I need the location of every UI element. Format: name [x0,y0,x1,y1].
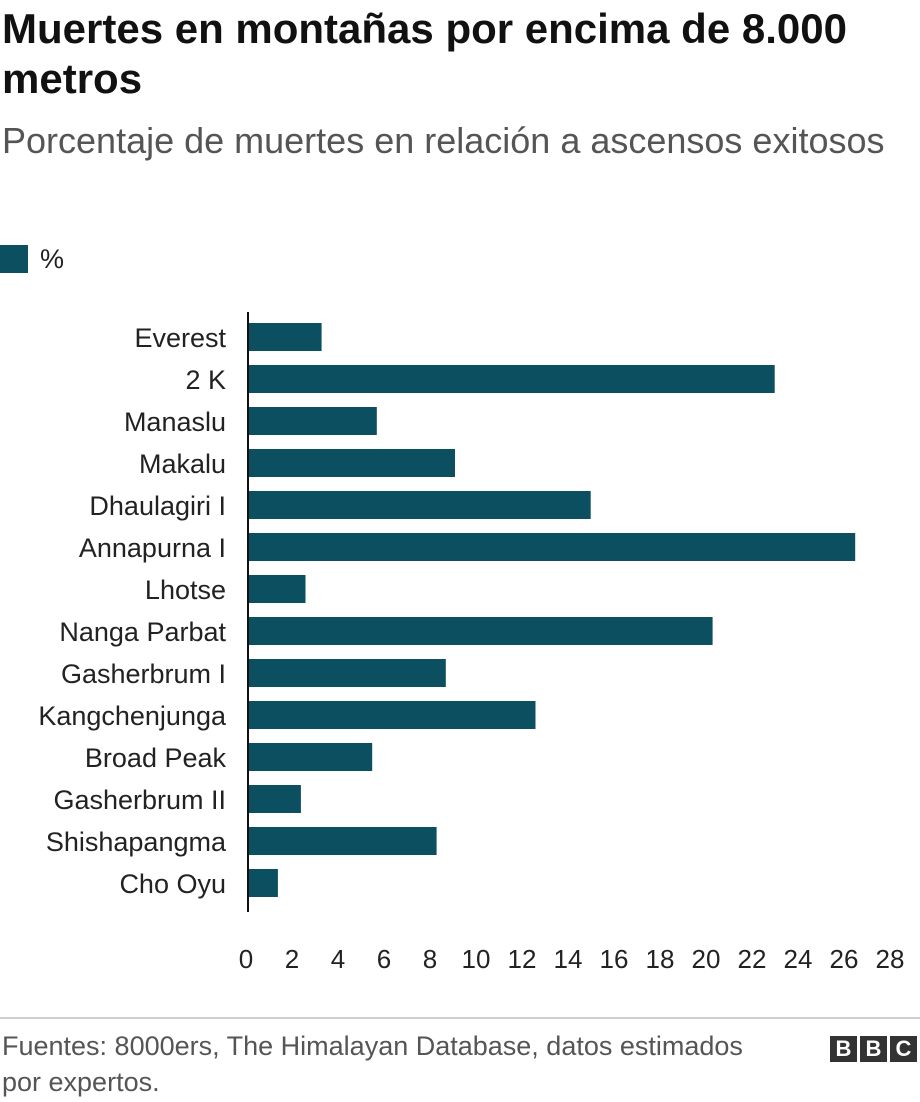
chart-subtitle: Porcentaje de muertes en relación a asce… [2,120,885,161]
x-tick-label: 8 [423,944,437,974]
bar-chart: Everest 2 K Manaslu Makalu Dhaulagiri I Annap… [38,312,905,974]
x-tick-label: 26 [830,944,859,974]
source-note: Fuentes: 8000ers, The Himalayan Database… [2,1031,743,1097]
bar-cho-oyu [248,869,278,897]
x-axis-ticks: 0 2 4 6 8 10 12 14 16 18 20 22 24 26 28 [239,944,905,974]
category-label: Makalu [139,449,226,479]
category-label: Cho Oyu [119,869,226,899]
bar-broad-peak [248,743,373,771]
bar-makalu [248,449,455,477]
bbc-logo-letter: B [860,1036,887,1062]
bar-dhaulagiri-i [248,491,591,519]
category-label: 2 K [185,365,226,395]
bbc-logo: B B C [830,1036,917,1062]
category-label: Dhaulagiri I [89,491,226,521]
category-label: Lhotse [145,575,226,605]
x-tick-label: 4 [331,944,345,974]
bar-gasherbrum-ii [248,785,301,813]
category-label: Everest [134,323,226,353]
bar-shishapangma [248,827,437,855]
x-tick-label: 20 [692,944,721,974]
category-label: Broad Peak [85,743,227,773]
bar-2-k [248,365,775,393]
bar-annapurna-i [248,533,856,561]
x-tick-label: 12 [508,944,537,974]
category-label: Gasherbrum I [61,659,226,689]
category-label: Annapurna I [79,533,226,563]
category-labels: Everest 2 K Manaslu Makalu Dhaulagiri I Annap… [38,323,227,899]
bar-everest [248,323,322,351]
bbc-logo-letter: C [890,1036,917,1062]
chart-title: Muertes en montañas por encima de 8.000 … [2,5,847,102]
x-tick-label: 0 [239,944,253,974]
bar-kangchenjunga [248,701,536,729]
x-tick-label: 24 [784,944,813,974]
bbc-logo-letter: B [830,1036,857,1062]
category-label: Gasherbrum II [53,785,226,815]
footer-divider [0,1017,920,1019]
legend-label: % [40,243,65,274]
category-label: Nanga Parbat [59,617,226,647]
x-tick-label: 14 [554,944,583,974]
bar-manaslu [248,407,377,435]
bar-nanga-parbat [248,617,713,645]
x-tick-label: 28 [876,944,905,974]
x-tick-label: 16 [600,944,629,974]
x-tick-label: 10 [462,944,491,974]
legend: % [0,244,64,274]
bar-lhotse [248,575,306,603]
x-tick-label: 18 [646,944,675,974]
x-tick-label: 2 [285,944,299,974]
category-label: Shishapangma [46,827,227,857]
bar-gasherbrum-i [248,659,446,687]
legend-swatch [0,245,28,273]
x-tick-label: 22 [738,944,767,974]
category-label: Kangchenjunga [38,701,227,731]
bars [248,323,856,897]
category-label: Manaslu [124,407,226,437]
x-tick-label: 6 [377,944,391,974]
